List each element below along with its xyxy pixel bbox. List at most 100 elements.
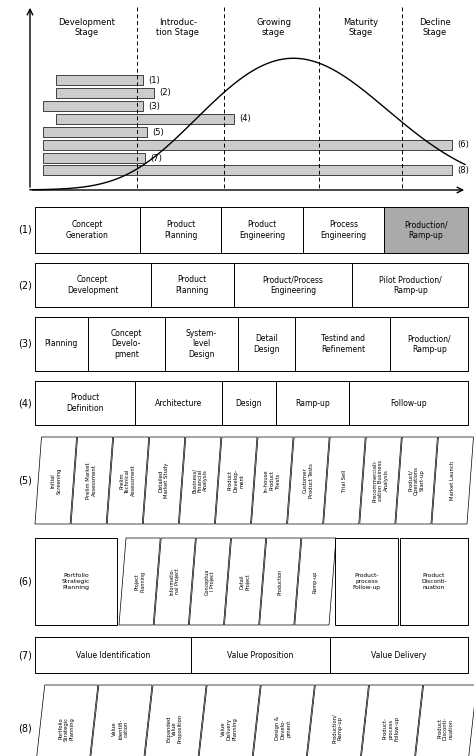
Text: (6): (6) — [18, 577, 32, 587]
Text: (2): (2) — [18, 280, 32, 290]
Text: Precommerciali-
zation Business
Analysis: Precommerciali- zation Business Analysis — [372, 459, 389, 502]
Text: (5): (5) — [18, 476, 32, 485]
Text: Development
Stage: Development Stage — [58, 18, 115, 37]
Bar — [238, 317, 295, 371]
Text: Decline
Stage: Decline Stage — [419, 18, 450, 37]
Bar — [88, 317, 165, 371]
Text: Growing
stage: Growing stage — [256, 18, 291, 37]
Polygon shape — [306, 685, 368, 756]
Text: Production/
Ramp-up: Production/ Ramp-up — [404, 220, 448, 240]
Polygon shape — [189, 538, 230, 625]
Polygon shape — [197, 685, 260, 756]
Polygon shape — [107, 437, 149, 524]
Bar — [276, 381, 349, 425]
Bar — [191, 637, 329, 673]
Text: Product/
Operations
Start-up: Product/ Operations Start-up — [408, 466, 425, 495]
Bar — [43, 153, 145, 163]
Text: Detail
Design: Detail Design — [253, 334, 280, 354]
Text: Production/
Ramp-up: Production/ Ramp-up — [407, 334, 451, 354]
Text: Value
Delivery
Planning: Value Delivery Planning — [220, 717, 237, 740]
Text: (1): (1) — [18, 225, 32, 235]
Bar — [35, 381, 135, 425]
Bar — [165, 317, 238, 371]
Bar — [391, 317, 468, 371]
Bar — [400, 538, 468, 625]
Text: Concept
Generation: Concept Generation — [66, 220, 109, 240]
Polygon shape — [360, 685, 423, 756]
Text: (2): (2) — [159, 88, 171, 98]
Text: Design &
Develo-
pment: Design & Develo- pment — [274, 717, 291, 740]
Bar — [43, 140, 452, 150]
Polygon shape — [288, 437, 329, 524]
Text: Customer
Product Tests: Customer Product Tests — [303, 463, 314, 498]
Bar — [135, 381, 222, 425]
Polygon shape — [154, 538, 195, 625]
Bar — [56, 114, 235, 124]
Text: (1): (1) — [148, 76, 160, 85]
Bar — [35, 637, 191, 673]
Polygon shape — [143, 437, 185, 524]
Text: Value
Identifi-
cation: Value Identifi- cation — [112, 718, 129, 739]
Text: Trial Sell: Trial Sell — [342, 469, 347, 491]
Polygon shape — [35, 685, 98, 756]
Polygon shape — [252, 685, 314, 756]
Text: (8): (8) — [457, 166, 469, 175]
Bar — [234, 263, 352, 307]
Text: Production/
Ramp-up: Production/ Ramp-up — [332, 714, 342, 743]
Polygon shape — [295, 538, 336, 625]
Text: Process
Engineering: Process Engineering — [320, 220, 366, 240]
Text: In-house
Product
Ttests: In-house Product Ttests — [264, 469, 281, 492]
Text: (5): (5) — [153, 128, 164, 137]
Text: Maturity
Stage: Maturity Stage — [343, 18, 378, 37]
Text: Prelim Market
Assessment: Prelim Market Assessment — [86, 462, 97, 499]
Polygon shape — [179, 437, 221, 524]
Polygon shape — [324, 437, 365, 524]
Text: Project
Planning: Project Planning — [134, 571, 145, 592]
Polygon shape — [396, 437, 438, 524]
Polygon shape — [360, 437, 401, 524]
Text: Business/
Financial
Analysis: Business/ Financial Analysis — [192, 468, 209, 493]
Polygon shape — [225, 538, 266, 625]
Text: Product
Disconti-
nuation: Product Disconti- nuation — [437, 717, 454, 740]
Text: (6): (6) — [457, 141, 469, 150]
Bar — [352, 263, 468, 307]
Text: Detail
Project: Detail Project — [240, 573, 250, 590]
Text: Production: Production — [278, 569, 283, 594]
Text: (4): (4) — [239, 114, 251, 123]
Text: Planning: Planning — [45, 339, 78, 349]
Text: Follow-up: Follow-up — [390, 398, 427, 407]
Text: Product
Engineering: Product Engineering — [239, 220, 285, 240]
Polygon shape — [35, 437, 77, 524]
Polygon shape — [143, 685, 206, 756]
Bar — [56, 75, 143, 85]
Bar — [43, 165, 452, 175]
Polygon shape — [71, 437, 113, 524]
Text: (7): (7) — [18, 650, 32, 660]
Polygon shape — [260, 538, 301, 625]
Text: Introduc-
tion Stage: Introduc- tion Stage — [156, 18, 200, 37]
Polygon shape — [414, 685, 474, 756]
Bar — [303, 207, 384, 253]
Text: Informatio-
nal Project: Informatio- nal Project — [169, 568, 180, 595]
Text: Pilot Production/
Ramp-up: Pilot Production/ Ramp-up — [379, 275, 442, 295]
Bar — [329, 637, 468, 673]
Text: Product
Develop-
ment: Product Develop- ment — [228, 469, 245, 492]
Bar — [349, 381, 468, 425]
Bar — [221, 207, 303, 253]
Polygon shape — [432, 437, 474, 524]
Polygon shape — [89, 685, 152, 756]
Text: Concept
Development: Concept Development — [67, 275, 118, 295]
Text: Conceptua
l Project: Conceptua l Project — [205, 569, 215, 595]
Text: Initial
Screening: Initial Screening — [50, 467, 61, 494]
Text: (3): (3) — [18, 339, 32, 349]
Bar — [56, 88, 154, 98]
Bar — [35, 263, 151, 307]
Polygon shape — [252, 437, 293, 524]
Text: Product
Definition: Product Definition — [66, 393, 104, 413]
Bar — [35, 317, 88, 371]
Text: Product
Planning: Product Planning — [164, 220, 197, 240]
Text: Value Proposition: Value Proposition — [227, 650, 294, 659]
Text: (4): (4) — [18, 398, 32, 408]
Text: Portfolio
Strategic
Planning: Portfolio Strategic Planning — [62, 573, 90, 590]
Text: Design: Design — [236, 398, 262, 407]
